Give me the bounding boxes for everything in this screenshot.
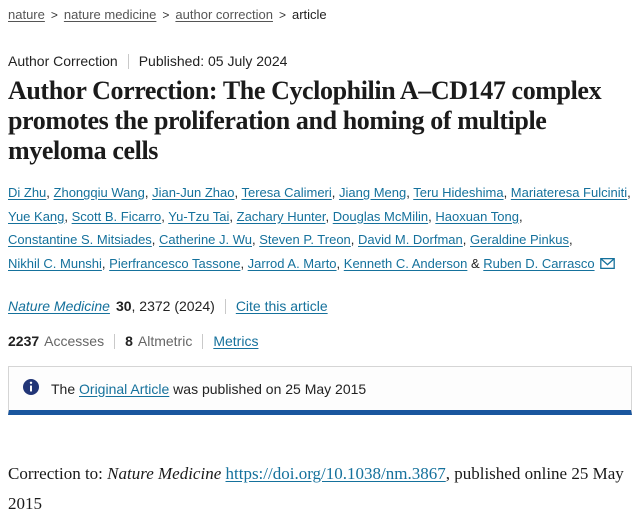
altmetric-label: Altmetric xyxy=(137,333,193,349)
author-link[interactable]: Jiang Meng xyxy=(339,185,407,200)
breadcrumb-link-nature-medicine[interactable]: nature medicine xyxy=(63,7,157,22)
breadcrumb-link-nature[interactable]: nature xyxy=(8,7,45,22)
author-link[interactable]: Kenneth C. Anderson xyxy=(343,255,468,271)
author-link[interactable]: David M. Dorfman xyxy=(358,232,463,247)
article-type-label: Author Correction xyxy=(8,53,118,69)
doi-link[interactable]: https://doi.org/10.1038/nm.3867 xyxy=(225,464,446,483)
original-article-notice: The Original Article was published on 25… xyxy=(8,366,632,415)
author-link[interactable]: Zhongqiu Wang xyxy=(53,185,145,200)
chevron-right-icon: > xyxy=(162,8,170,22)
accesses-count: 2237 xyxy=(8,333,40,349)
envelope-icon[interactable] xyxy=(599,257,615,272)
divider xyxy=(202,334,204,349)
author-link[interactable]: Zachary Hunter xyxy=(236,208,326,224)
breadcrumb-link-author-correction[interactable]: author correction xyxy=(175,7,273,22)
correction-paragraph: Correction to: Nature Medicine https://d… xyxy=(8,464,624,513)
notice-text: The Original Article was published on 25… xyxy=(51,380,367,397)
volume-number: 30 xyxy=(115,298,132,314)
published-date: Published: 05 July 2024 xyxy=(138,53,288,69)
journal-link[interactable]: Nature Medicine xyxy=(8,298,110,314)
divider xyxy=(224,299,226,314)
author-link[interactable]: Teru Hideshima xyxy=(413,185,504,200)
info-icon xyxy=(23,379,39,399)
author-link[interactable]: Yu-Tzu Tai xyxy=(168,208,230,224)
author-list: Di Zhu, Zhongqiu Wang, Jian-Jun Zhao, Te… xyxy=(8,181,632,276)
article-meta-row: Author Correction Published: 05 July 202… xyxy=(8,52,632,70)
author-link[interactable]: Scott B. Ficarro xyxy=(71,208,162,224)
author-link[interactable]: Steven P. Treon xyxy=(259,232,351,247)
metrics-row: 2237 Accesses 8 Altmetric Metrics xyxy=(8,333,632,350)
author-link[interactable]: Constantine S. Mitsiades xyxy=(8,232,152,247)
author-link[interactable]: Nikhil C. Munshi xyxy=(8,255,102,271)
page-year: , 2372 (2024) xyxy=(131,298,215,314)
chevron-right-icon: > xyxy=(278,8,286,22)
author-link[interactable]: Catherine J. Wu xyxy=(159,232,252,247)
breadcrumb-current-article: article xyxy=(291,7,327,22)
cite-this-article-link[interactable]: Cite this article xyxy=(235,298,328,314)
journal-name-italic: Nature Medicine xyxy=(107,464,222,483)
author-link[interactable]: Di Zhu xyxy=(8,185,47,200)
author-link[interactable]: Teresa Calimeri xyxy=(241,185,332,200)
author-link[interactable]: Pierfrancesco Tassone xyxy=(109,255,241,271)
article-title: Author Correction: The Cyclophilin A–CD1… xyxy=(8,76,602,165)
author-links: Di Zhu, Zhongqiu Wang, Jian-Jun Zhao, Te… xyxy=(8,185,631,271)
breadcrumb: nature > nature medicine > author correction… xyxy=(8,6,632,24)
original-article-link[interactable]: Original Article xyxy=(79,380,170,397)
author-link[interactable]: Mariateresa Fulciniti xyxy=(510,185,628,200)
author-link[interactable]: Haoxuan Tong xyxy=(435,208,519,224)
altmetric-count: 8 xyxy=(125,333,133,349)
metrics-link[interactable]: Metrics xyxy=(213,333,259,349)
author-link[interactable]: Jarrod A. Marto xyxy=(247,255,337,271)
author-link[interactable]: Ruben D. Carrasco xyxy=(483,255,595,271)
author-link[interactable]: Geraldine Pinkus xyxy=(470,232,569,247)
author-link[interactable]: Jian-Jun Zhao xyxy=(152,185,235,200)
accesses-label: Accesses xyxy=(44,333,105,349)
author-link[interactable]: Douglas McMilin xyxy=(332,208,429,224)
citation-line: Nature Medicine 30 , 2372 (2024) Cite th… xyxy=(8,298,632,315)
divider xyxy=(127,53,129,69)
author-link[interactable]: Yue Kang xyxy=(8,208,65,224)
chevron-right-icon: > xyxy=(50,8,58,22)
divider xyxy=(114,334,116,349)
